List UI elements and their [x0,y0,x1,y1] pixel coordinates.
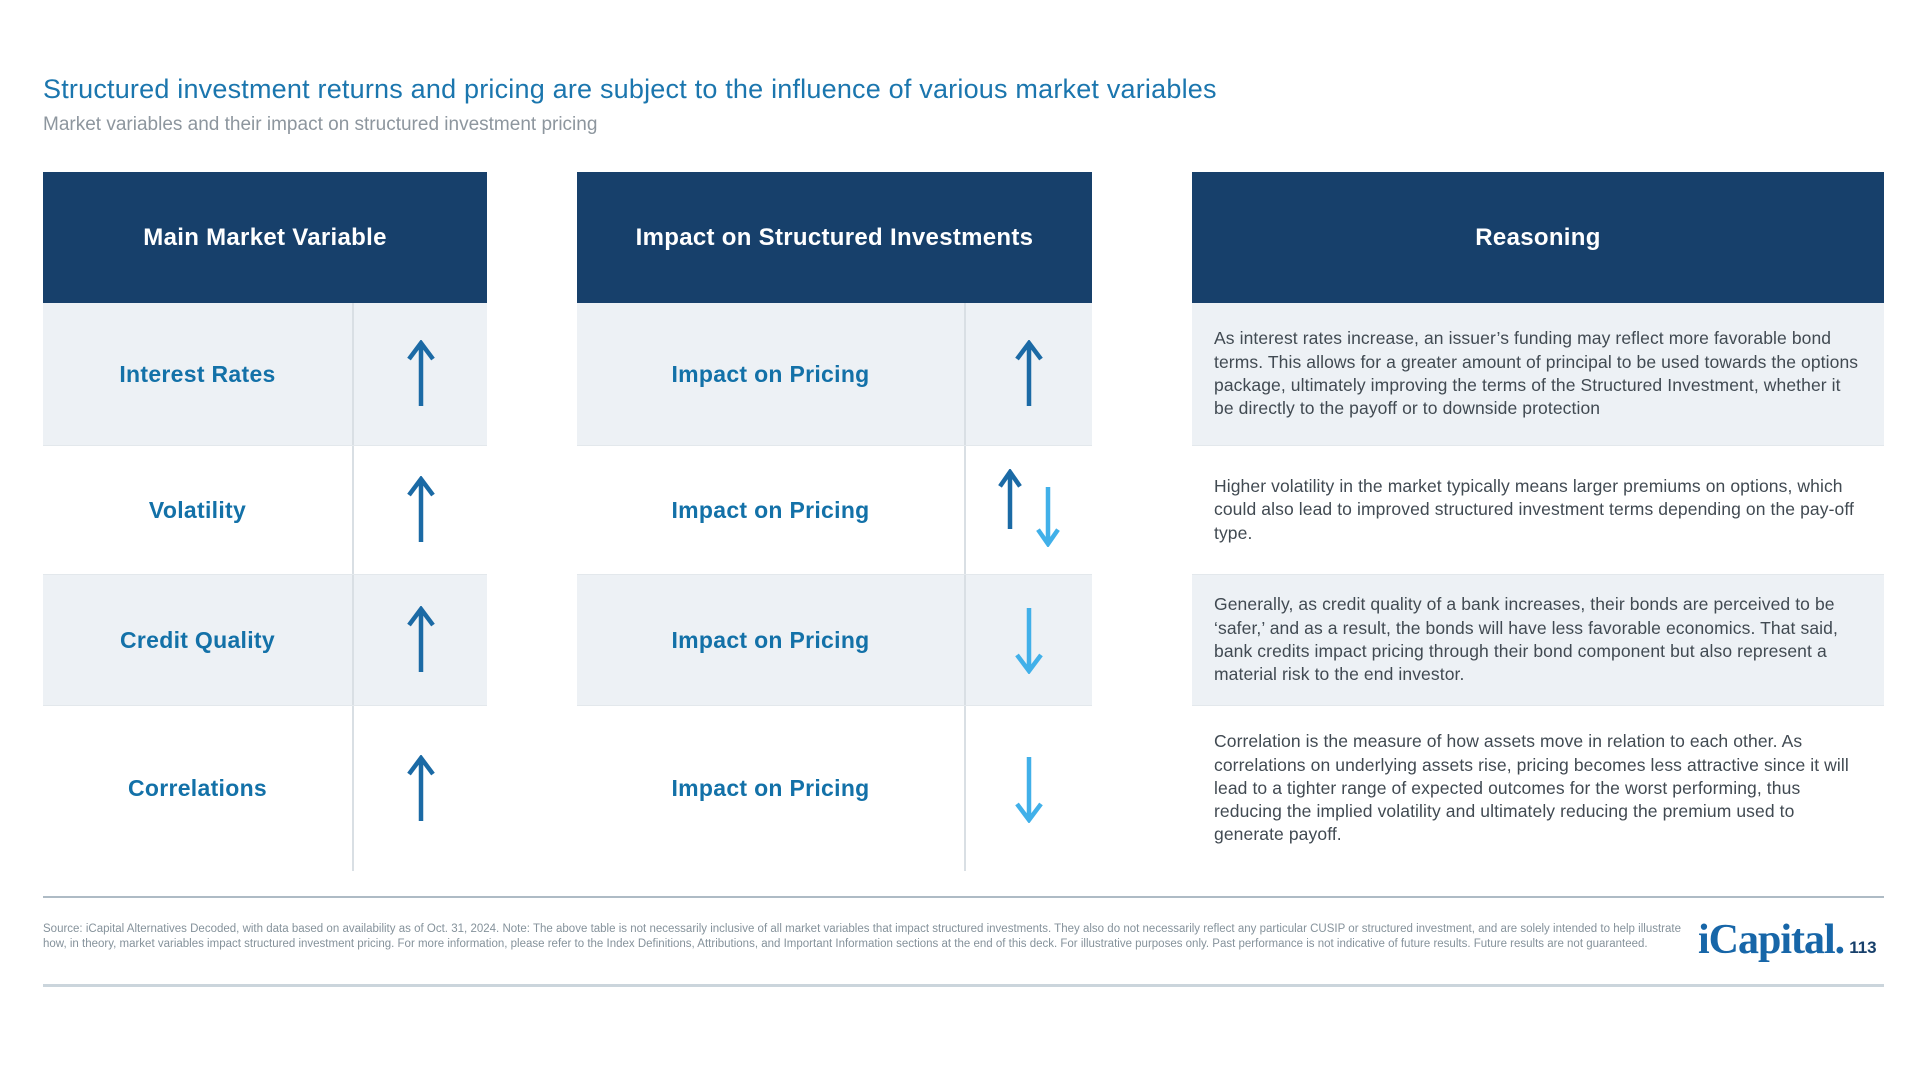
up-arrow-icon [352,446,487,574]
reasoning-cell: Generally, as credit quality of a bank i… [1192,575,1884,705]
impact-header: Impact on Structured Investments [577,172,1092,303]
up-arrow-icon [352,575,487,705]
market-variable-header: Main Market Variable [43,172,487,303]
table-row: Higher volatility in the market typicall… [1192,446,1884,575]
up-arrow-icon [352,706,487,871]
footer-source-note: Source: iCapital Alternatives Decoded, w… [43,923,1681,950]
impact-label: Impact on Pricing [671,360,870,387]
reasoning-cell: Correlation is the measure of how assets… [1192,706,1884,871]
market-variable-label: Credit Quality [119,626,275,653]
market-variable-table: Main Market Variable Interest Rates Vola… [43,172,487,871]
footer-separator-line [43,896,1884,898]
up-arrow-icon [352,303,487,445]
table-row: Impact on Pricing [577,446,1092,575]
reasoning-cell: Higher volatility in the market typicall… [1192,446,1884,574]
table-row: Generally, as credit quality of a bank i… [1192,575,1884,706]
table-row: Impact on Pricing [577,706,1092,871]
table-row: Volatility [43,446,487,575]
table-row: Interest Rates [43,303,487,446]
market-variable-label: Volatility [148,496,247,523]
table-row: Credit Quality [43,575,487,706]
reasoning-text: Higher volatility in the market typicall… [1214,476,1854,543]
reasoning-text: As interest rates increase, an issuer’s … [1214,328,1859,419]
reasoning-table: Reasoning As interest rates increase, an… [1192,172,1884,871]
logo-block: iCapital. 113 [1698,916,1877,964]
table-row: Correlation is the measure of how assets… [1192,706,1884,871]
table-row: Impact on Pricing [577,303,1092,446]
reasoning-cell: As interest rates increase, an issuer’s … [1192,303,1884,445]
table-row: Correlations [43,706,487,871]
impact-label: Impact on Pricing [671,775,870,801]
icapital-logo: iCapital. [1698,917,1845,963]
reasoning-header: Reasoning [1192,172,1884,303]
up-arrow-icon [964,303,1092,445]
market-variable-label: Interest Rates [119,360,276,387]
table-row: Impact on Pricing [577,575,1092,706]
table-row: As interest rates increase, an issuer’s … [1192,303,1884,446]
impact-label: Impact on Pricing [671,496,870,523]
reasoning-text: Generally, as credit quality of a bank i… [1214,594,1838,685]
market-variable-label: Correlations [127,775,268,801]
bottom-rule-line [43,984,1884,987]
down-arrow-icon [964,575,1092,705]
page-number: 113 [1849,938,1877,957]
page-title: Structured investment returns and pricin… [43,74,1217,104]
impact-table: Impact on Structured Investments Impact … [577,172,1092,871]
reasoning-text: Correlation is the measure of how assets… [1214,731,1849,845]
down-arrow-icon [964,706,1092,871]
page-subtitle: Market variables and their impact on str… [43,114,598,135]
impact-label: Impact on Pricing [671,626,870,653]
up-down-arrows-icon [964,446,1092,574]
